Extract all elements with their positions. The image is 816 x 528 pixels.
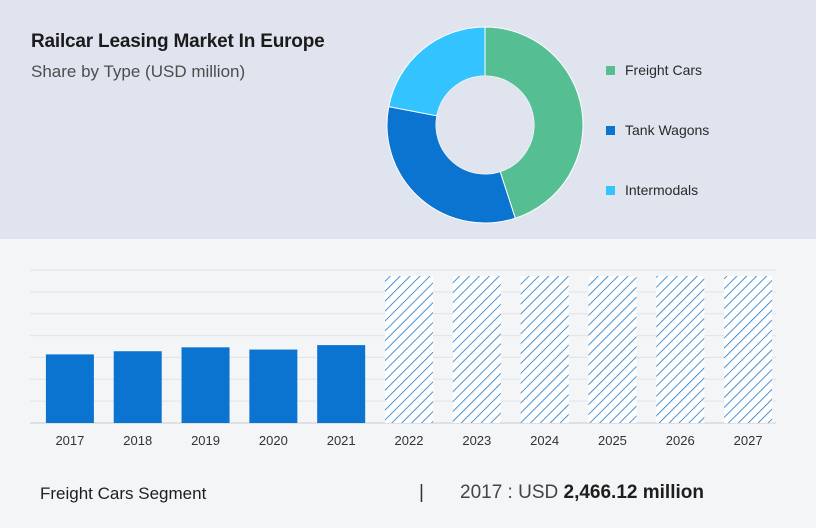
legend-swatch-tank-wagons: [606, 125, 615, 135]
x-tick-label: 2025: [598, 433, 627, 448]
segment-amount: 2,466.12 million: [563, 482, 704, 503]
x-tick-label: 2027: [734, 433, 763, 448]
legend-label: Intermodals: [625, 182, 699, 198]
segment-year-prefix: 2017 : USD: [460, 482, 559, 503]
forecast-bar-2025: [588, 276, 637, 423]
forecast-bar-2022: [385, 276, 433, 423]
bar-2017: [45, 354, 94, 423]
legend-label: Freight Cars: [625, 62, 703, 78]
legend-swatch-freight-cars: [606, 65, 615, 75]
legend-item-freight-cars: Freight Cars: [606, 60, 702, 80]
legend-item-tank-wagons: Tank Wagons: [606, 120, 709, 140]
legend-label: Tank Wagons: [625, 122, 710, 138]
legend-item-intermodals: Intermodals: [606, 180, 698, 200]
footer: Freight Cars Segment | 2017 : USD 2,466.…: [0, 470, 816, 528]
forecast-bar-2023: [452, 276, 501, 423]
bar-2020: [249, 349, 298, 423]
bar-2018: [113, 351, 162, 423]
forecast-bar-2024: [520, 276, 569, 423]
bar-2021: [317, 345, 366, 423]
x-tick-label: 2017: [55, 433, 84, 448]
x-tick-label: 2020: [259, 433, 288, 448]
legend-swatch-intermodals: [606, 185, 615, 195]
x-tick-label: 2019: [191, 433, 220, 448]
x-tick-label: 2026: [666, 433, 695, 448]
bar-2019: [181, 347, 230, 423]
x-tick-label: 2022: [395, 433, 424, 448]
segment-label: Freight Cars Segment: [40, 484, 207, 503]
page-title: Railcar Leasing Market In Europe: [31, 31, 325, 52]
donut-hole: [436, 76, 534, 174]
page-subtitle: Share by Type (USD million): [31, 62, 246, 81]
bar-chart: 2017 2018 2019 2020 2021 2022 2023 2024 2025 2026…: [30, 269, 776, 448]
x-tick-label: 2024: [530, 433, 559, 448]
footer-separator: |: [419, 482, 424, 503]
x-tick-label: 2023: [462, 433, 491, 448]
forecast-bar-2026: [656, 276, 705, 423]
donut-chart: [386, 26, 584, 224]
x-tick-label: 2021: [327, 433, 356, 448]
x-tick-label: 2018: [123, 433, 152, 448]
segment-value: 2017 : USD 2,466.12 million: [460, 482, 704, 504]
forecast-bar-2027: [724, 276, 773, 423]
